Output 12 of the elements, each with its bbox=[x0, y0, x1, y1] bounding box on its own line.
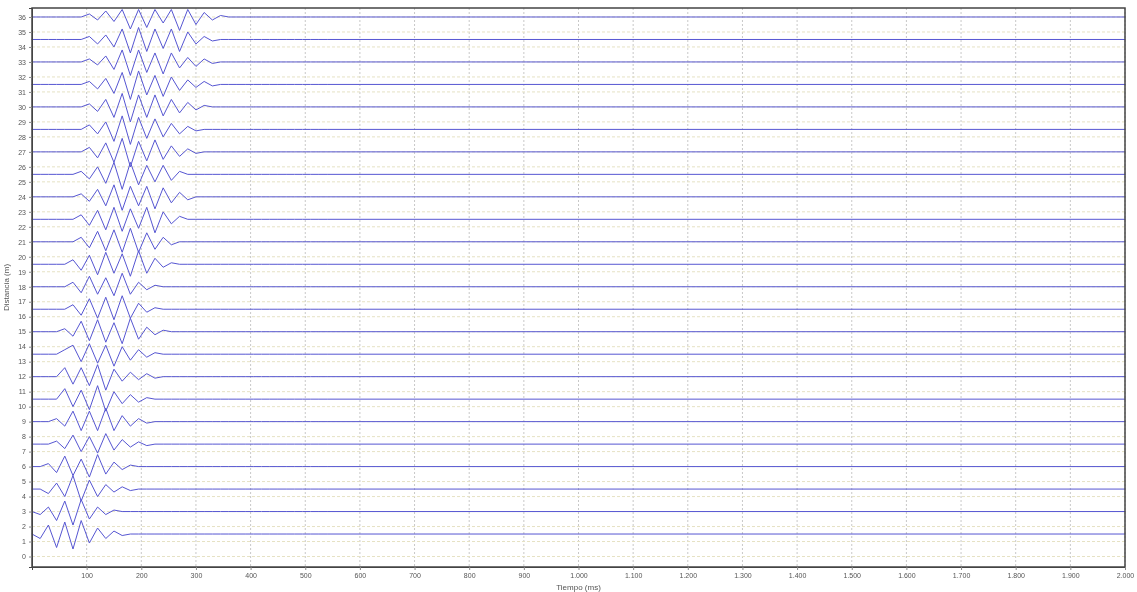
line-series bbox=[31, 70, 1126, 100]
line-series bbox=[31, 115, 1126, 145]
line-series bbox=[31, 9, 1126, 31]
line-series bbox=[31, 272, 1126, 297]
line-series bbox=[31, 49, 1126, 76]
x-axis-title: Tiempo (ms) bbox=[556, 583, 602, 592]
line-series bbox=[31, 26, 1126, 54]
line-series bbox=[31, 92, 1126, 123]
line-series bbox=[31, 520, 1126, 550]
y-axis-title: Distancia (m) bbox=[2, 263, 11, 312]
line-series bbox=[31, 184, 1126, 211]
line-series bbox=[31, 206, 1126, 234]
